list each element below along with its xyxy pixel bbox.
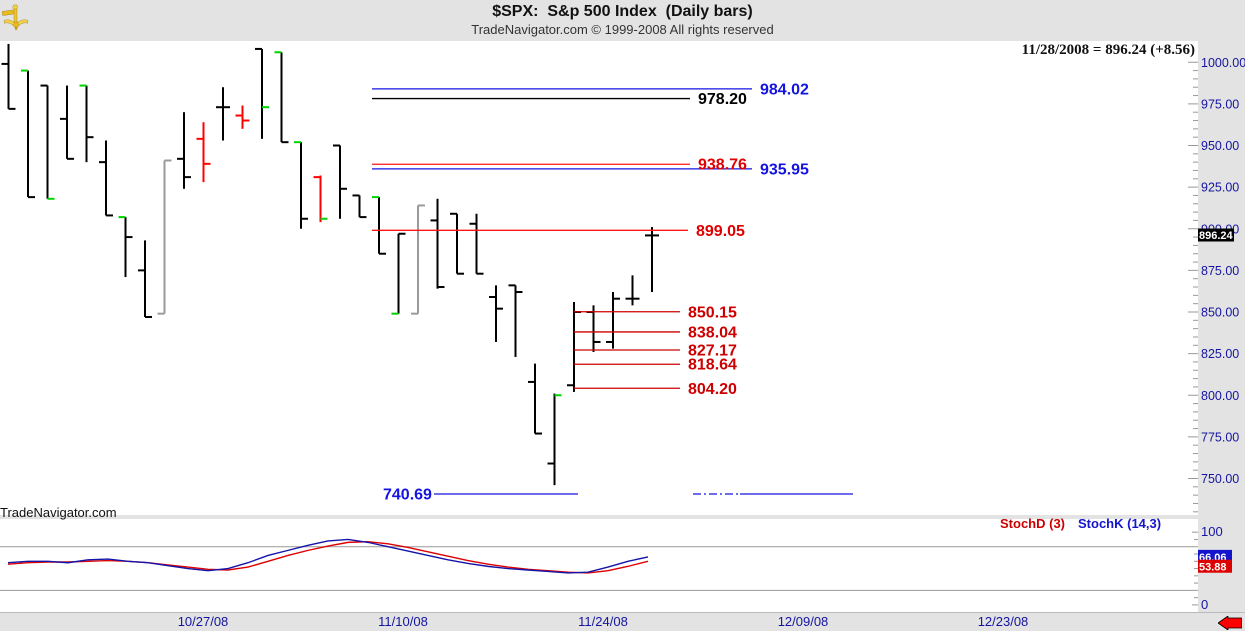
svg-text:100: 100: [1201, 524, 1223, 539]
svg-text:800.00: 800.00: [1201, 389, 1239, 403]
svg-text:925.00: 925.00: [1201, 181, 1239, 195]
svg-text:875.00: 875.00: [1201, 264, 1239, 278]
svg-text:825.00: 825.00: [1201, 347, 1239, 361]
svg-text:53.88: 53.88: [1199, 562, 1227, 574]
svg-text:850.00: 850.00: [1201, 306, 1239, 320]
svg-text:950.00: 950.00: [1201, 139, 1239, 153]
svg-text:775.00: 775.00: [1201, 430, 1239, 444]
svg-text:975.00: 975.00: [1201, 97, 1239, 111]
svg-text:750.00: 750.00: [1201, 472, 1239, 486]
svg-text:1000.00: 1000.00: [1201, 56, 1245, 70]
svg-text:896.24: 896.24: [1199, 230, 1234, 242]
svg-text:0: 0: [1201, 597, 1208, 612]
